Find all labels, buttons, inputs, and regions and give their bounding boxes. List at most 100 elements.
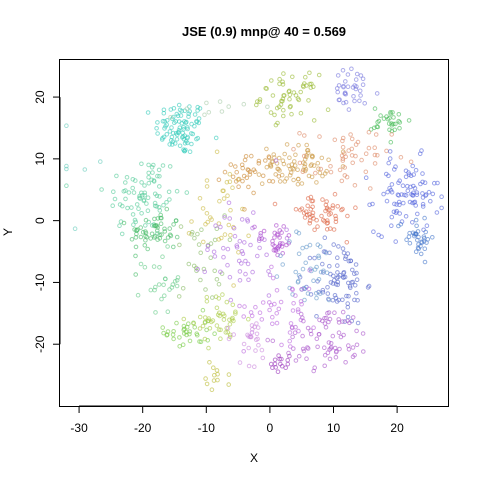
y-tick-label: -20: [33, 335, 47, 353]
data-point: [350, 85, 356, 90]
data-point: [368, 186, 373, 191]
data-point: [167, 142, 172, 147]
data-point: [200, 206, 206, 211]
data-point: [112, 196, 118, 202]
data-point: [279, 356, 284, 362]
data-point: [197, 196, 203, 201]
x-tick-label: -10: [198, 421, 216, 435]
data-point: [222, 213, 227, 218]
data-point: [331, 273, 336, 279]
data-point: [206, 345, 211, 351]
data-point: [298, 317, 304, 323]
data-point: [266, 293, 272, 298]
data-point: [288, 170, 294, 175]
data-point: [299, 301, 304, 307]
data-point: [309, 162, 314, 167]
data-point: [403, 214, 409, 219]
data-point: [220, 292, 225, 297]
data-point: [304, 142, 310, 148]
data-point: [353, 262, 359, 267]
data-point: [259, 347, 265, 353]
data-point: [305, 325, 311, 331]
data-point: [163, 276, 168, 282]
data-point: [311, 118, 317, 123]
data-point: [225, 246, 231, 252]
data-point: [342, 319, 348, 324]
data-point: [279, 230, 284, 235]
data-point: [335, 89, 341, 95]
data-point: [335, 255, 340, 261]
data-point: [218, 336, 223, 342]
data-point: [342, 151, 347, 156]
data-point: [237, 238, 243, 244]
data-point: [310, 210, 316, 216]
data-point: [229, 317, 235, 322]
data-point: [239, 249, 245, 254]
data-point: [171, 329, 176, 334]
data-point: [164, 206, 170, 212]
data-point: [352, 271, 357, 277]
chart-title: JSE (0.9) mnp@ 40 = 0.569: [182, 24, 346, 39]
data-point: [204, 178, 210, 183]
data-point: [272, 230, 278, 236]
data-point: [142, 183, 147, 188]
data-point: [317, 317, 322, 323]
y-tick-label: 10: [33, 152, 47, 166]
data-point: [164, 122, 169, 127]
y-tick-label: 0: [33, 217, 47, 224]
data-point: [241, 341, 247, 347]
data-point: [299, 287, 304, 292]
data-point: [180, 342, 186, 348]
data-point: [408, 184, 413, 190]
data-point: [206, 110, 212, 115]
data-point: [350, 315, 356, 320]
data-point: [286, 233, 292, 238]
data-point: [424, 240, 429, 245]
data-point: [407, 199, 413, 205]
data-point: [337, 346, 342, 352]
data-point: [363, 169, 369, 175]
data-point: [296, 273, 302, 278]
data-point: [157, 194, 162, 199]
data-point: [192, 235, 197, 241]
data-point: [422, 215, 427, 221]
data-point: [422, 180, 428, 185]
data-point: [146, 170, 151, 176]
data-point: [335, 270, 340, 275]
data-point: [143, 217, 149, 223]
data-point: [325, 218, 330, 223]
data-point: [372, 106, 378, 111]
data-point: [289, 325, 295, 331]
data-point: [245, 332, 250, 338]
data-point: [145, 246, 150, 252]
data-point: [192, 123, 197, 129]
data-point: [341, 250, 347, 256]
data-point: [148, 287, 154, 293]
data-point: [140, 229, 146, 235]
data-point: [428, 198, 433, 204]
data-point: [152, 287, 157, 293]
data-point: [300, 245, 305, 251]
data-point: [395, 192, 401, 197]
data-point: [415, 229, 421, 234]
data-point: [291, 346, 296, 351]
data-point: [344, 240, 350, 245]
data-point: [320, 217, 326, 223]
data-point: [246, 363, 252, 369]
data-point: [340, 309, 346, 315]
data-point: [300, 83, 306, 88]
data-point: [332, 293, 338, 298]
data-point: [236, 176, 242, 182]
data-point: [326, 212, 332, 217]
data-point: [378, 113, 383, 118]
data-point: [176, 129, 181, 135]
data-point: [284, 242, 289, 248]
data-point: [346, 258, 352, 264]
data-point: [285, 361, 291, 367]
data-point: [189, 141, 194, 147]
data-point: [257, 236, 262, 241]
data-point: [226, 104, 231, 109]
data-point: [143, 238, 148, 243]
data-point: [390, 110, 395, 115]
data-point: [313, 291, 319, 296]
